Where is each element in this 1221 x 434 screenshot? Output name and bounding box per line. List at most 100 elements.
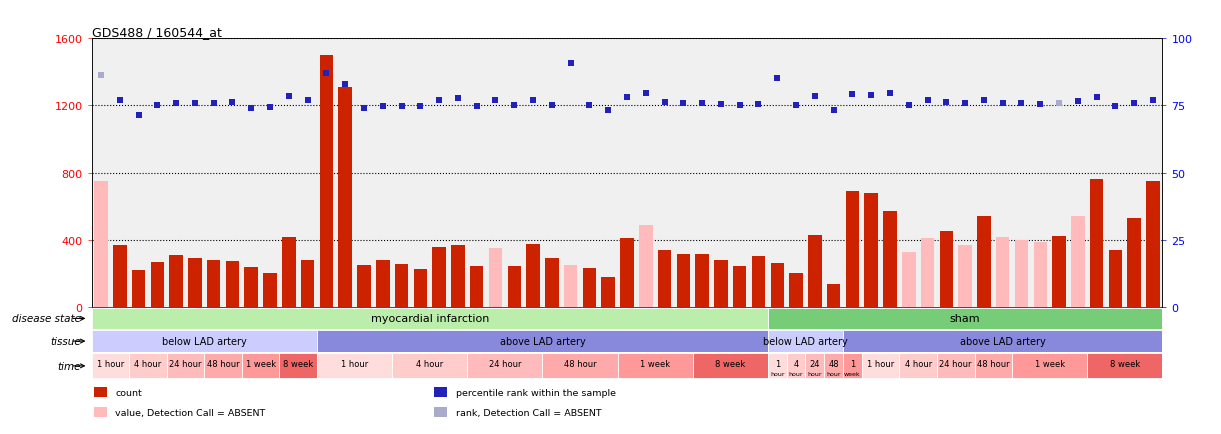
FancyBboxPatch shape	[92, 308, 768, 329]
FancyBboxPatch shape	[768, 308, 1162, 329]
FancyBboxPatch shape	[692, 353, 768, 378]
Text: 48 hour: 48 hour	[206, 359, 239, 368]
Bar	[602, 277, 615, 307]
Bar	[188, 259, 201, 307]
Bar	[977, 217, 990, 307]
Bar	[789, 274, 803, 307]
Text: 4 hour: 4 hour	[416, 359, 443, 368]
Text: 1 week: 1 week	[640, 359, 670, 368]
Text: 24: 24	[810, 359, 821, 368]
Text: below LAD artery: below LAD artery	[763, 336, 847, 346]
Text: 1 hour: 1 hour	[341, 359, 369, 368]
Text: 48 hour: 48 hour	[564, 359, 596, 368]
Bar	[508, 266, 521, 307]
Bar	[921, 239, 934, 307]
Text: 48: 48	[828, 359, 839, 368]
Text: 4 hour: 4 hour	[134, 359, 161, 368]
FancyBboxPatch shape	[92, 353, 129, 378]
FancyBboxPatch shape	[806, 353, 824, 378]
Text: above LAD artery: above LAD artery	[960, 336, 1045, 346]
Bar	[1090, 180, 1104, 307]
FancyBboxPatch shape	[92, 331, 317, 352]
Text: 1 week: 1 week	[245, 359, 276, 368]
Bar	[846, 192, 860, 307]
Bar	[996, 238, 1010, 307]
Bar	[770, 263, 784, 307]
Text: tissue: tissue	[50, 336, 81, 346]
Text: 1 week: 1 week	[1034, 359, 1065, 368]
Bar	[226, 261, 239, 307]
Bar	[132, 270, 145, 307]
Bar	[394, 265, 408, 307]
FancyBboxPatch shape	[392, 353, 468, 378]
Bar	[282, 237, 295, 307]
Bar	[1071, 217, 1084, 307]
Bar	[170, 255, 183, 307]
Bar	[1053, 236, 1066, 307]
FancyBboxPatch shape	[862, 353, 900, 378]
FancyBboxPatch shape	[280, 353, 317, 378]
FancyBboxPatch shape	[786, 353, 806, 378]
Bar	[338, 88, 352, 307]
Text: disease state: disease state	[12, 314, 81, 324]
FancyBboxPatch shape	[468, 353, 542, 378]
Text: count: count	[115, 388, 142, 397]
Text: time: time	[57, 361, 81, 371]
FancyBboxPatch shape	[242, 353, 280, 378]
FancyBboxPatch shape	[1012, 353, 1087, 378]
FancyBboxPatch shape	[167, 353, 204, 378]
Bar	[320, 56, 333, 307]
FancyBboxPatch shape	[900, 353, 937, 378]
FancyBboxPatch shape	[768, 353, 786, 378]
Bar	[376, 260, 389, 307]
Bar	[1109, 250, 1122, 307]
Text: hour: hour	[789, 372, 803, 377]
FancyBboxPatch shape	[129, 353, 167, 378]
Text: hour: hour	[770, 372, 785, 377]
FancyBboxPatch shape	[618, 353, 692, 378]
Bar	[244, 267, 258, 307]
Bar	[639, 225, 652, 307]
Bar	[94, 181, 107, 307]
Text: 1 hour: 1 hour	[867, 359, 894, 368]
Text: 24 hour: 24 hour	[488, 359, 521, 368]
FancyBboxPatch shape	[317, 331, 768, 352]
FancyBboxPatch shape	[204, 353, 242, 378]
Text: 8 week: 8 week	[283, 359, 314, 368]
FancyBboxPatch shape	[317, 353, 392, 378]
FancyBboxPatch shape	[974, 353, 1012, 378]
Bar	[1127, 218, 1140, 307]
Bar	[114, 245, 127, 307]
Bar	[545, 259, 558, 307]
Bar	[940, 232, 954, 307]
Bar	[1015, 240, 1028, 307]
Bar	[300, 260, 314, 307]
Bar	[733, 266, 746, 307]
Text: sham: sham	[950, 314, 980, 324]
Bar	[358, 266, 371, 307]
Bar	[264, 274, 277, 307]
Text: 24 hour: 24 hour	[170, 359, 201, 368]
Text: 4: 4	[794, 359, 799, 368]
FancyBboxPatch shape	[842, 331, 1162, 352]
Text: above LAD artery: above LAD artery	[499, 336, 585, 346]
Text: hour: hour	[807, 372, 822, 377]
FancyBboxPatch shape	[937, 353, 974, 378]
FancyBboxPatch shape	[1087, 353, 1162, 378]
Bar	[94, 408, 106, 418]
Bar	[488, 249, 502, 307]
Bar	[696, 255, 709, 307]
Text: myocardial infarction: myocardial infarction	[370, 314, 488, 324]
FancyBboxPatch shape	[824, 353, 842, 378]
Text: 1 hour: 1 hour	[96, 359, 125, 368]
Bar	[658, 250, 672, 307]
Bar	[470, 266, 484, 307]
Bar	[435, 387, 447, 397]
Text: 8 week: 8 week	[716, 359, 746, 368]
Bar	[451, 245, 465, 307]
Bar	[864, 194, 878, 307]
Text: 48 hour: 48 hour	[977, 359, 1010, 368]
Bar	[414, 270, 427, 307]
Bar	[883, 212, 896, 307]
Text: hour: hour	[827, 372, 841, 377]
